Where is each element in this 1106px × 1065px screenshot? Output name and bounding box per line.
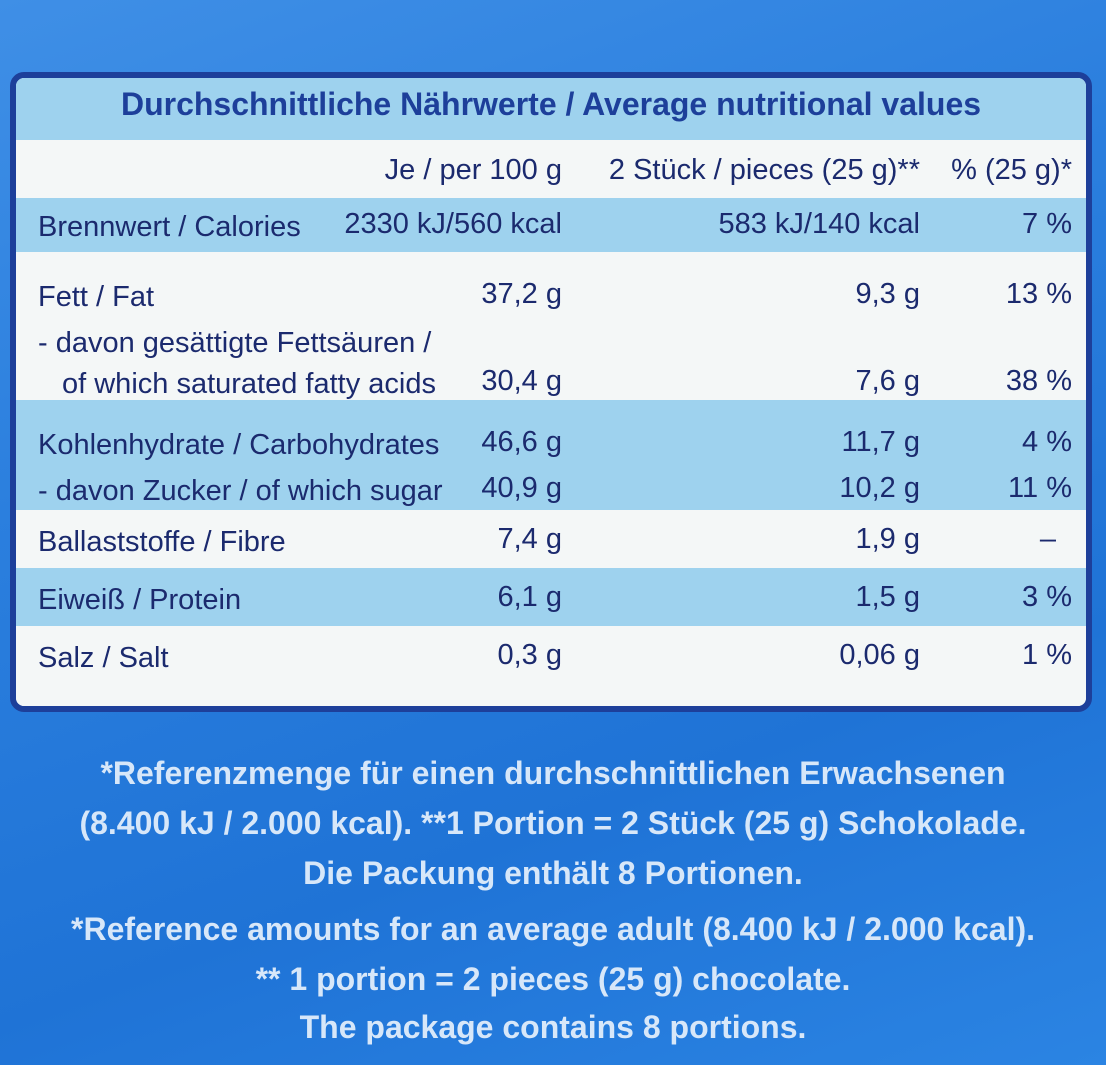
footnote-en-line-3: The package contains 8 portions. bbox=[299, 1009, 807, 1045]
row-percent: 7 % bbox=[1022, 208, 1072, 240]
row-percent: 1 % bbox=[1022, 639, 1072, 671]
row-label: - davon Zucker / of which sugar bbox=[38, 475, 443, 507]
row-per-100g: 7,4 g bbox=[497, 523, 563, 555]
row-per-portion: 10,2 g bbox=[839, 472, 920, 504]
row-per-portion: 583 kJ/140 kcal bbox=[718, 208, 920, 240]
row-per-100g: 2330 kJ/560 kcal bbox=[344, 208, 562, 240]
table-title-band: Durchschnittliche Nährwerte / Average nu… bbox=[16, 78, 1086, 140]
table-row: Ballaststoffe / Fibre 7,4 g 1,9 g – bbox=[16, 510, 1086, 568]
row-label: Eiweiß / Protein bbox=[38, 584, 242, 616]
table-row: Eiweiß / Protein 6,1 g 1,5 g 3 % bbox=[16, 568, 1086, 626]
row-per-portion: 1,9 g bbox=[855, 523, 921, 555]
row-percent: 4 % bbox=[1022, 426, 1072, 458]
footnote-de-line-2: (8.400 kJ / 2.000 kcal). **1 Portion = 2… bbox=[79, 805, 1027, 841]
row-per-portion: 7,6 g bbox=[855, 365, 921, 397]
table-row: Salz / Salt 0,3 g 0,06 g 1 % bbox=[16, 626, 1086, 706]
row-label-continued: of which saturated fatty acids bbox=[62, 368, 436, 400]
row-label: Fett / Fat bbox=[38, 281, 155, 313]
row-per-portion: 9,3 g bbox=[855, 278, 921, 310]
row-percent: 38 % bbox=[1005, 365, 1072, 397]
row-per-100g: 30,4 g bbox=[481, 365, 562, 397]
header-percent: % (25 g)* bbox=[951, 154, 1072, 186]
header-per-portion: 2 Stück / pieces (25 g)** bbox=[608, 154, 920, 186]
row-percent: 13 % bbox=[1005, 278, 1072, 310]
table-row-group: Kohlenhydrate / Carbohydrates 46,6 g 11,… bbox=[16, 400, 1086, 510]
row-label: Ballaststoffe / Fibre bbox=[38, 526, 286, 558]
row-per-100g: 46,6 g bbox=[481, 426, 562, 458]
table-row: Brennwert / Calories 2330 kJ/560 kcal 58… bbox=[16, 198, 1086, 252]
row-label: - davon gesättigte Fettsäuren / bbox=[38, 327, 432, 359]
row-per-portion: 11,7 g bbox=[841, 426, 920, 458]
row-per-portion: 0,06 g bbox=[839, 639, 920, 671]
row-label: Kohlenhydrate / Carbohydrates bbox=[38, 429, 440, 461]
row-label: Salz / Salt bbox=[38, 642, 169, 674]
nutrition-table: Durchschnittliche Nährwerte / Average nu… bbox=[10, 72, 1092, 712]
table-row-group: Fett / Fat 37,2 g 9,3 g 13 % - davon ges… bbox=[16, 252, 1086, 400]
row-percent: – bbox=[1039, 523, 1056, 555]
row-percent: 3 % bbox=[1022, 581, 1072, 613]
table-header-row: Je / per 100 g 2 Stück / pieces (25 g)**… bbox=[16, 140, 1086, 198]
row-per-100g: 6,1 g bbox=[497, 581, 563, 613]
table-title: Durchschnittliche Nährwerte / Average nu… bbox=[120, 86, 982, 122]
footnote-de-line-1: *Referenzmenge für einen durchschnittlic… bbox=[100, 755, 1006, 791]
header-per-100g: Je / per 100 g bbox=[384, 154, 562, 186]
row-per-100g: 40,9 g bbox=[481, 472, 562, 504]
row-percent: 11 % bbox=[1008, 472, 1072, 504]
row-label: Brennwert / Calories bbox=[38, 211, 301, 243]
footnote-en-line-2: ** 1 portion = 2 pieces (25 g) chocolate… bbox=[255, 961, 851, 997]
row-per-100g: 0,3 g bbox=[497, 639, 563, 671]
row-per-portion: 1,5 g bbox=[855, 581, 921, 613]
footnote-de-line-3: Die Packung enthält 8 Portionen. bbox=[303, 855, 803, 891]
footnote-en-line-1: *Reference amounts for an average adult … bbox=[71, 911, 1035, 947]
row-per-100g: 37,2 g bbox=[481, 278, 562, 310]
